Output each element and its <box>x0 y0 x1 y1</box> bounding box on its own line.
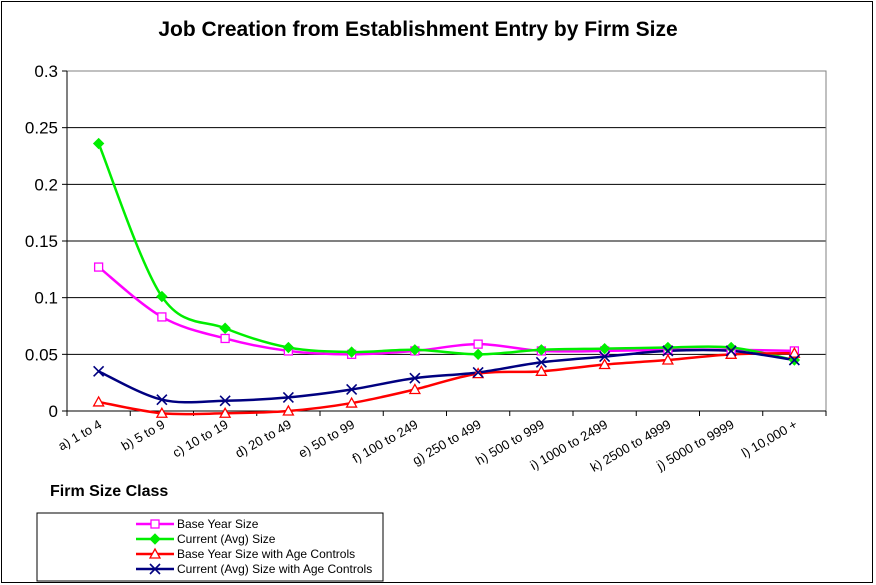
legend-label: Current (Avg) Size with Age Controls <box>177 562 372 576</box>
series-markers <box>92 137 801 418</box>
data-point-marker <box>155 406 168 418</box>
data-point-marker <box>662 345 674 357</box>
data-point-marker <box>725 345 737 357</box>
data-point-marker <box>93 365 105 377</box>
data-point-marker <box>535 364 548 376</box>
x-tick-label: a) 1 to 4 <box>55 417 104 454</box>
data-point-marker <box>148 547 162 559</box>
y-tick-label: 0 <box>49 402 58 421</box>
legend-label: Base Year Size <box>177 517 259 531</box>
x-tick-label: e) 50 to 99 <box>296 417 357 461</box>
data-point-marker <box>346 383 358 396</box>
x-tick-label: l) 10,000 + <box>739 417 800 461</box>
x-axis-label: Firm Size Class <box>50 483 168 500</box>
data-point-marker <box>661 353 674 365</box>
y-tick-label: 0.25 <box>25 119 58 138</box>
y-tick-label: 0.1 <box>34 289 58 308</box>
data-point-marker <box>282 391 294 403</box>
data-point-marker <box>219 322 231 334</box>
data-point-marker <box>92 137 105 150</box>
x-tick-label: f) 100 to 249 <box>350 417 421 466</box>
data-point-marker <box>149 563 161 575</box>
data-point-marker <box>219 406 232 418</box>
data-point-marker <box>220 333 230 344</box>
data-point-marker <box>219 395 231 407</box>
data-point-marker <box>788 354 800 366</box>
y-axis: 0 0.05 0.1 0.15 0.2 0.25 0.3 <box>25 62 68 421</box>
chart-title: Job Creation from Establishment Entry by… <box>158 18 677 41</box>
data-point-marker <box>345 346 358 358</box>
data-point-marker <box>345 396 358 408</box>
data-point-marker <box>156 290 168 303</box>
data-point-marker <box>282 341 295 354</box>
x-tick-label: g) 250 to 499 <box>410 417 484 468</box>
data-point-marker <box>93 262 104 272</box>
data-point-marker <box>282 404 295 416</box>
x-axis: a) 1 to 4 b) 5 to 9 c) 10 to 19 d) 20 to 49… <box>55 410 827 475</box>
x-tick-label: c) 10 to 19 <box>170 417 231 461</box>
data-point-marker <box>662 341 674 354</box>
legend-label: Base Year Size with Age Controls <box>177 547 355 561</box>
data-point-marker <box>598 358 611 370</box>
data-point-marker <box>408 383 421 395</box>
data-point-marker <box>157 312 167 322</box>
y-tick-label: 0.3 <box>34 62 58 81</box>
series-line <box>97 143 795 362</box>
data-point-marker <box>598 342 611 355</box>
y-tick-label: 0.2 <box>34 175 58 194</box>
x-tick-label: b) 5 to 9 <box>119 417 168 454</box>
data-point-marker <box>156 394 168 406</box>
data-point-marker <box>149 533 161 545</box>
data-point-marker <box>472 348 484 361</box>
data-point-marker <box>535 344 548 356</box>
data-point-marker <box>788 346 801 358</box>
data-point-marker <box>150 519 160 529</box>
data-point-marker <box>409 344 421 356</box>
data-point-marker <box>409 372 421 384</box>
data-point-marker <box>599 351 611 363</box>
series-line <box>98 351 795 416</box>
data-point-marker <box>473 339 483 349</box>
data-point-marker <box>535 356 547 368</box>
y-tick-label: 0.05 <box>25 345 58 364</box>
y-tick-label: 0.15 <box>25 232 58 251</box>
data-point-marker <box>472 366 484 379</box>
legend-label: Current (Avg) Size <box>177 532 276 546</box>
series-line <box>97 266 795 356</box>
data-point-marker <box>92 395 105 407</box>
grid-lines <box>67 70 826 355</box>
x-tick-label: d) 20 to 49 <box>233 417 294 461</box>
legend-box <box>36 512 384 582</box>
